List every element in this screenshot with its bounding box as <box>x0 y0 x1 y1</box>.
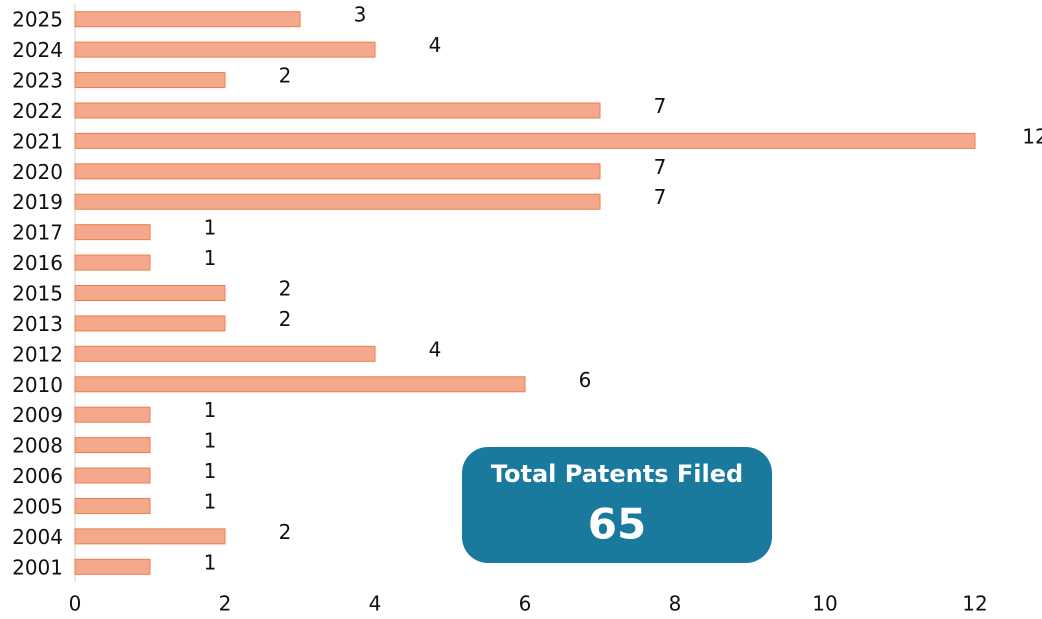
y-tick-label: 2006 <box>12 464 63 488</box>
y-tick-label: 2001 <box>12 555 63 579</box>
y-tick-label: 2019 <box>12 190 63 214</box>
x-tick-label: 10 <box>812 592 837 616</box>
bar <box>74 72 226 89</box>
y-tick-label: 2008 <box>12 434 63 458</box>
bar <box>74 467 151 484</box>
x-tick-label: 0 <box>69 592 82 616</box>
data-label: 4 <box>429 33 442 57</box>
bar <box>74 406 151 423</box>
data-label: 2 <box>279 64 292 88</box>
x-tick-label: 4 <box>369 592 382 616</box>
y-tick-label: 2021 <box>12 129 63 153</box>
y-tick-label: 2023 <box>12 69 63 93</box>
bar <box>74 224 151 241</box>
bar <box>74 558 151 575</box>
bar <box>74 285 226 301</box>
y-tick-label: 2022 <box>12 99 63 123</box>
y-tick-label: 2020 <box>12 160 63 184</box>
data-label: 6 <box>579 368 592 392</box>
data-label: 3 <box>354 3 367 27</box>
bar <box>74 254 151 271</box>
y-tick-label: 2004 <box>12 525 63 549</box>
data-label: 7 <box>654 155 667 179</box>
bar <box>74 11 301 28</box>
total-title: Total Patents Filed <box>491 460 743 488</box>
bar <box>74 437 151 454</box>
y-tick-label: 2005 <box>12 494 63 518</box>
data-label: 1 <box>204 246 217 270</box>
bar <box>74 345 376 362</box>
bar <box>74 41 376 58</box>
y-tick-label: 2024 <box>12 38 63 62</box>
data-label: 2 <box>279 520 292 544</box>
data-label: 1 <box>204 550 217 574</box>
bar <box>74 132 976 149</box>
total-box <box>462 447 772 563</box>
bar <box>74 497 151 514</box>
data-label: 1 <box>204 459 217 483</box>
data-label: 12 <box>1022 124 1042 148</box>
y-tick-label: 2015 <box>12 282 63 306</box>
bar <box>74 163 601 180</box>
x-tick-label: 8 <box>669 592 682 616</box>
data-label: 1 <box>204 398 217 422</box>
bar <box>74 102 601 119</box>
y-tick-label: 2009 <box>12 403 63 427</box>
data-label: 2 <box>279 307 292 331</box>
data-label: 2 <box>279 277 292 301</box>
bar <box>74 528 226 545</box>
data-label: 7 <box>654 94 667 118</box>
y-tick-label: 2017 <box>12 221 63 245</box>
total-value: 65 <box>588 500 646 549</box>
bar <box>74 193 601 210</box>
x-tick-label: 12 <box>962 592 987 616</box>
data-label: 1 <box>204 216 217 240</box>
data-label: 4 <box>429 337 442 361</box>
bar <box>74 376 526 393</box>
x-tick-label: 6 <box>519 592 532 616</box>
data-label: 1 <box>204 429 217 453</box>
y-tick-label: 2016 <box>12 251 63 275</box>
bar <box>74 315 226 332</box>
y-tick-label: 2012 <box>12 342 63 366</box>
x-tick-label: 2 <box>219 592 232 616</box>
y-tick-label: 2013 <box>12 312 63 336</box>
y-tick-label: 2010 <box>12 373 63 397</box>
data-label: 7 <box>654 185 667 209</box>
y-tick-label: 2025 <box>12 8 63 32</box>
data-label: 1 <box>204 489 217 513</box>
